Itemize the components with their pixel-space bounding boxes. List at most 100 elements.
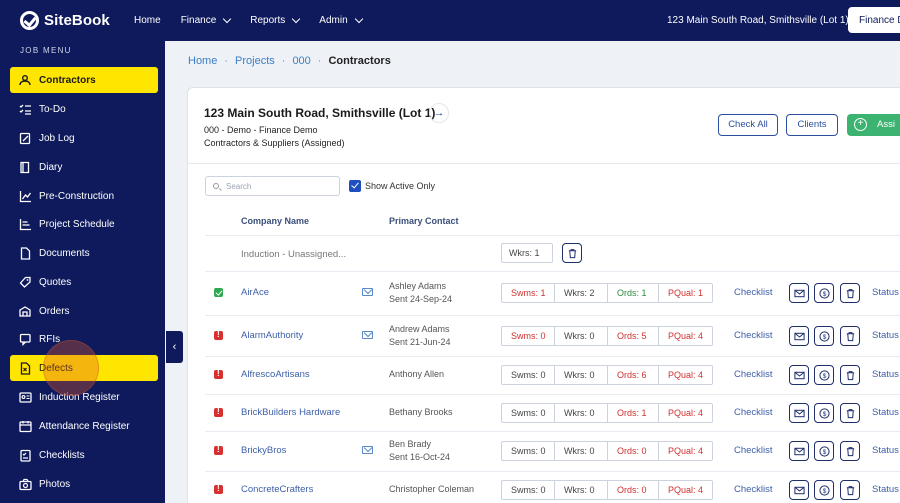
status-link[interactable]: Status: [872, 287, 899, 298]
delete-button[interactable]: [840, 403, 860, 423]
status-link[interactable]: Status: [872, 369, 899, 380]
checklist-link[interactable]: Checklist: [734, 484, 773, 495]
delete-button[interactable]: [562, 243, 582, 263]
finance-demo-button[interactable]: Finance D: [848, 7, 900, 33]
sidebar-item-induction-register[interactable]: Induction Register: [10, 384, 158, 410]
assign-button[interactable]: + Assi: [847, 114, 900, 136]
col-company-name[interactable]: Company Name: [241, 216, 310, 226]
delete-button[interactable]: [840, 326, 860, 346]
pqual-count[interactable]: PQual: 4: [668, 446, 704, 456]
pqual-count[interactable]: PQual: 4: [668, 370, 704, 380]
email-button[interactable]: [789, 403, 809, 423]
delete-button[interactable]: [840, 365, 860, 385]
delete-button[interactable]: [840, 441, 860, 461]
workers-count[interactable]: Wkrs: 2: [555, 284, 608, 302]
email-button[interactable]: [789, 283, 809, 303]
search-input[interactable]: Search: [205, 176, 340, 196]
email-button[interactable]: [789, 441, 809, 461]
pqual-count[interactable]: PQual: 4: [668, 408, 704, 418]
sidebar-item-rfis[interactable]: RFIs: [10, 326, 158, 352]
sidebar-item-contractors[interactable]: Contractors: [10, 67, 158, 93]
finance-button[interactable]: $: [814, 283, 834, 303]
arrow-right-icon[interactable]: →: [429, 103, 449, 123]
sidebar-item-photos[interactable]: Photos: [10, 471, 158, 497]
sidebar-item-pre-construction[interactable]: Pre-Construction: [10, 183, 158, 209]
checklist-link[interactable]: Checklist: [734, 330, 773, 341]
sidebar-item-job-log[interactable]: Job Log: [10, 125, 158, 151]
checklist-link[interactable]: Checklist: [734, 407, 773, 418]
company-name[interactable]: BrickBuilders Hardware: [241, 407, 341, 418]
delete-button[interactable]: [840, 480, 860, 500]
checklist-link[interactable]: Checklist: [734, 369, 773, 380]
show-active-checkbox[interactable]: [349, 180, 361, 192]
workers-count[interactable]: Wkrs: 0: [555, 366, 608, 384]
email-button[interactable]: [789, 326, 809, 346]
status-link[interactable]: Status: [872, 484, 899, 495]
orders-count[interactable]: Ords: 1: [608, 404, 659, 422]
swms-count[interactable]: Swms: 0: [502, 404, 555, 422]
table-row[interactable]: BrickyBros Ben Brady Sent 16-Oct-24 Swms: …: [188, 431, 900, 471]
status-link[interactable]: Status: [872, 445, 899, 456]
sidebar-item-project-schedule[interactable]: Project Schedule: [10, 211, 158, 237]
sidebar-item-orders[interactable]: Orders: [10, 298, 158, 324]
email-button[interactable]: [789, 365, 809, 385]
sidebar-collapse-toggle[interactable]: ‹: [166, 331, 183, 363]
swms-count[interactable]: Swms: 0: [502, 481, 555, 499]
orders-count[interactable]: Ords: 0: [608, 481, 659, 499]
swms-count[interactable]: Swms: 0: [502, 442, 555, 460]
nav-home[interactable]: Home: [134, 15, 161, 26]
swms-count[interactable]: Swms: 0: [502, 366, 555, 384]
clients-button[interactable]: Clients: [786, 114, 838, 136]
status-link[interactable]: Status: [872, 407, 899, 418]
status-link[interactable]: Status: [872, 330, 899, 341]
breadcrumb-job[interactable]: 000: [292, 55, 311, 67]
induction-workers[interactable]: Wkrs: 1: [501, 243, 553, 263]
pqual-count[interactable]: PQual: 4: [668, 331, 704, 341]
nav-admin[interactable]: Admin: [319, 14, 363, 26]
breadcrumb-projects[interactable]: Projects: [235, 55, 275, 67]
workers-count[interactable]: Wkrs: 0: [555, 327, 608, 345]
orders-count[interactable]: Ords: 6: [608, 366, 659, 384]
sidebar-item-to-do[interactable]: To-Do: [10, 96, 158, 122]
checklist-link[interactable]: Checklist: [734, 287, 773, 298]
check-all-button[interactable]: Check All: [718, 114, 778, 136]
col-primary-contact[interactable]: Primary Contact: [389, 216, 459, 226]
finance-button[interactable]: $: [814, 326, 834, 346]
finance-button[interactable]: $: [814, 365, 834, 385]
sidebar-item-checklists[interactable]: Checklists: [10, 442, 158, 468]
workers-count[interactable]: Wkrs: 0: [555, 404, 608, 422]
sidebar-item-diary[interactable]: Diary: [10, 154, 158, 180]
sidebar-item-attendance-register[interactable]: Attendance Register: [10, 413, 158, 439]
table-row[interactable]: ConcreteCrafters Christopher Coleman Swms…: [188, 471, 900, 503]
checklist-link[interactable]: Checklist: [734, 445, 773, 456]
workers-count[interactable]: Wkrs: 0: [555, 442, 608, 460]
company-name[interactable]: ConcreteCrafters: [241, 484, 314, 495]
orders-count[interactable]: Ords: 0: [608, 442, 659, 460]
sidebar-item-quotes[interactable]: Quotes: [10, 269, 158, 295]
delete-button[interactable]: [840, 283, 860, 303]
swms-count[interactable]: Swms: 1: [502, 284, 555, 302]
table-row[interactable]: BrickBuilders Hardware Bethany Brooks Swm…: [188, 394, 900, 431]
sidebar-item-documents[interactable]: Documents: [10, 240, 158, 266]
nav-reports[interactable]: Reports: [250, 14, 301, 26]
sitebook-logo[interactable]: SiteBook: [20, 11, 134, 30]
breadcrumb-home[interactable]: Home: [188, 55, 218, 67]
company-name[interactable]: AlarmAuthority: [241, 330, 304, 341]
table-row[interactable]: AlarmAuthority Andrew Adams Sent 21-Jun-24…: [188, 315, 900, 356]
company-name[interactable]: AlfrescoArtisans: [241, 369, 310, 380]
table-row[interactable]: AlfrescoArtisans Anthony Allen Swms: 0 Wk…: [188, 356, 900, 394]
company-name[interactable]: BrickyBros: [241, 445, 287, 456]
company-name[interactable]: AirAce: [241, 287, 269, 298]
swms-count[interactable]: Swms: 0: [502, 327, 555, 345]
finance-button[interactable]: $: [814, 403, 834, 423]
pqual-count[interactable]: PQual: 4: [668, 485, 704, 495]
table-row[interactable]: AirAce Ashley Adams Sent 24-Sep-24 Swms: 1…: [188, 271, 900, 315]
nav-finance[interactable]: Finance: [181, 14, 232, 26]
orders-count[interactable]: Ords: 1: [608, 284, 659, 302]
orders-count[interactable]: Ords: 5: [608, 327, 659, 345]
email-button[interactable]: [789, 480, 809, 500]
finance-button[interactable]: $: [814, 441, 834, 461]
workers-count[interactable]: Wkrs: 0: [555, 481, 608, 499]
finance-button[interactable]: $: [814, 480, 834, 500]
pqual-count[interactable]: PQual: 1: [668, 288, 704, 298]
